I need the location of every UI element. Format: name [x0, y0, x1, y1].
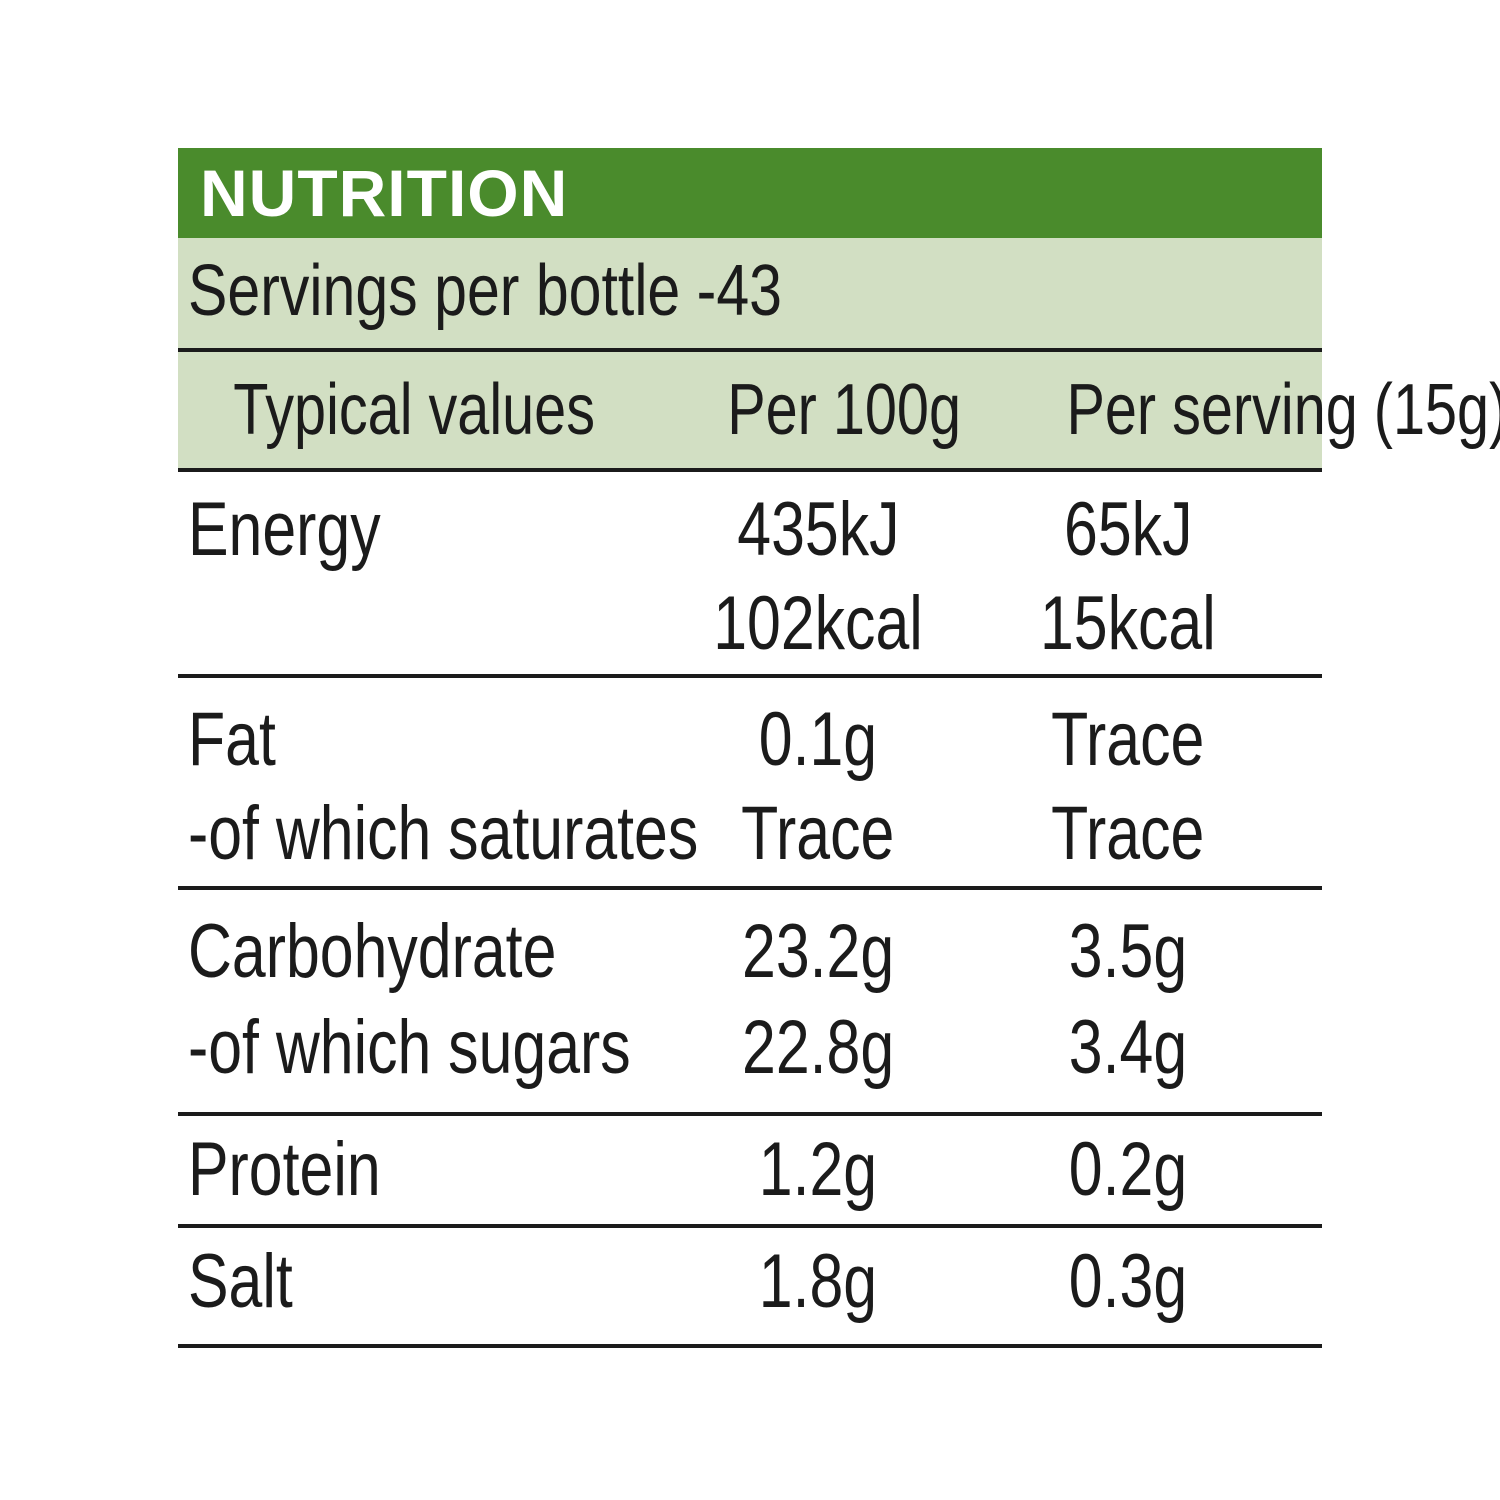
fat-section: Fat 0.1g Trace -of which saturates Trace… [178, 678, 1322, 890]
energy-kcal-per100: 102kcal [713, 581, 923, 666]
carbohydrate-per100: 23.2g [741, 909, 895, 994]
protein-label: Protein [188, 1127, 381, 1212]
saturates-perserving: Trace [1051, 791, 1205, 876]
carbohydrate-perserving: 3.5g [1068, 909, 1188, 994]
sugars-per100: 22.8g [741, 1005, 895, 1090]
saturates-label: -of which saturates [188, 791, 699, 876]
nutrition-title: NUTRITION [178, 148, 1322, 238]
fat-per100: 0.1g [758, 697, 878, 782]
column-header-row: Typical values Per 100g Per serving (15g… [178, 352, 1500, 472]
header-per-serving: Per serving (15g) [1066, 370, 1500, 450]
sugars-label: -of which sugars [188, 1005, 631, 1090]
sugars-perserving: 3.4g [1068, 1005, 1188, 1090]
salt-per100: 1.8g [758, 1239, 878, 1324]
salt-label: Salt [188, 1239, 293, 1324]
servings-text: Servings per bottle -43 [188, 251, 783, 331]
nutrition-panel: NUTRITION Servings per bottle -43 Typica… [178, 148, 1500, 1348]
header-per-100g: Per 100g [727, 370, 961, 450]
header-typical-values: Typical values [233, 370, 595, 450]
energy-kj-perserving: 65kJ [1063, 487, 1193, 572]
protein-section: Protein 1.2g 0.2g [178, 1116, 1322, 1228]
protein-perserving: 0.2g [1068, 1127, 1188, 1212]
carbohydrate-label: Carbohydrate [188, 909, 557, 994]
saturates-per100: Trace [741, 791, 895, 876]
energy-kcal-perserving: 15kcal [1040, 581, 1216, 666]
carbohydrate-section: Carbohydrate 23.2g 3.5g -of which sugars… [178, 890, 1322, 1116]
energy-section: Energy 435kJ 102kcal 65kJ 15kcal [178, 472, 1322, 678]
salt-perserving: 0.3g [1068, 1239, 1188, 1324]
servings-per-bottle: Servings per bottle -43 [178, 238, 1322, 352]
energy-kj-per100: 435kJ [736, 487, 900, 572]
fat-label: Fat [188, 697, 276, 782]
protein-per100: 1.2g [758, 1127, 878, 1212]
fat-perserving: Trace [1051, 697, 1205, 782]
salt-section: Salt 1.8g 0.3g [178, 1228, 1322, 1348]
energy-label: Energy [188, 487, 381, 572]
